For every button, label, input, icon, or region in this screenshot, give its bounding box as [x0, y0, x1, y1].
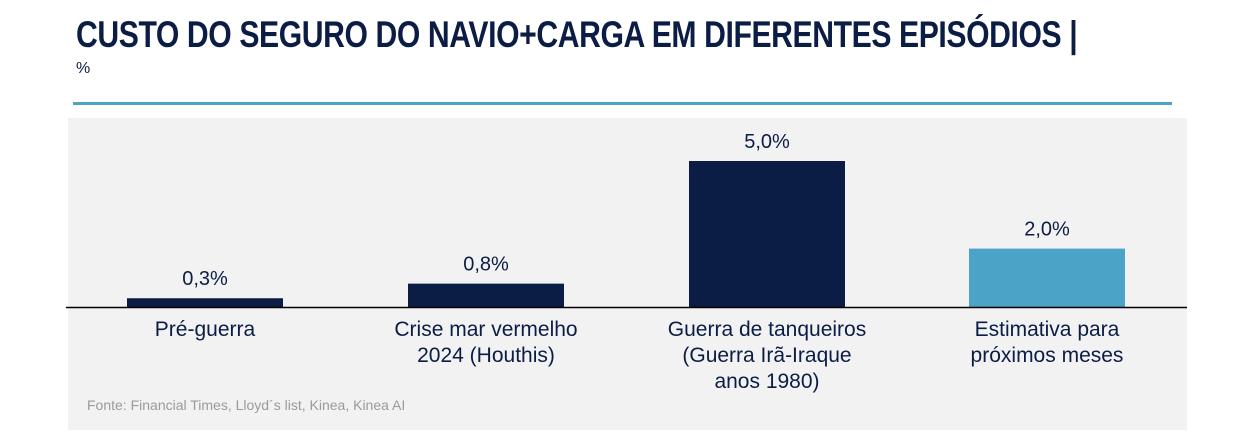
category-label: (Guerra Irã-Iraque	[682, 344, 851, 367]
data-label: 5,0%	[744, 131, 790, 153]
category-label: Guerra de tanqueiros	[668, 318, 866, 341]
data-label: 2,0%	[1024, 219, 1070, 241]
category-label: próximos meses	[971, 344, 1124, 367]
category-label: Pré-guerra	[155, 318, 256, 341]
bar	[969, 248, 1125, 307]
category-label: anos 1980)	[714, 370, 819, 393]
bar	[408, 283, 564, 307]
unit-label: %	[76, 60, 91, 77]
category-label: Estimativa para	[975, 318, 1120, 341]
data-label: 0,8%	[463, 254, 509, 276]
category-label: Crise mar vermelho	[394, 318, 577, 341]
data-label: 0,3%	[182, 268, 228, 290]
bar	[689, 161, 845, 307]
title-divider	[73, 102, 1172, 105]
bar	[127, 298, 283, 307]
chart-title: CUSTO DO SEGURO DO NAVIO+CARGA EM DIFERE…	[76, 14, 1078, 55]
source-note: Fonte: Financial Times, Lloyd´s list, Ki…	[87, 397, 406, 413]
category-label: 2024 (Houthis)	[417, 344, 555, 367]
